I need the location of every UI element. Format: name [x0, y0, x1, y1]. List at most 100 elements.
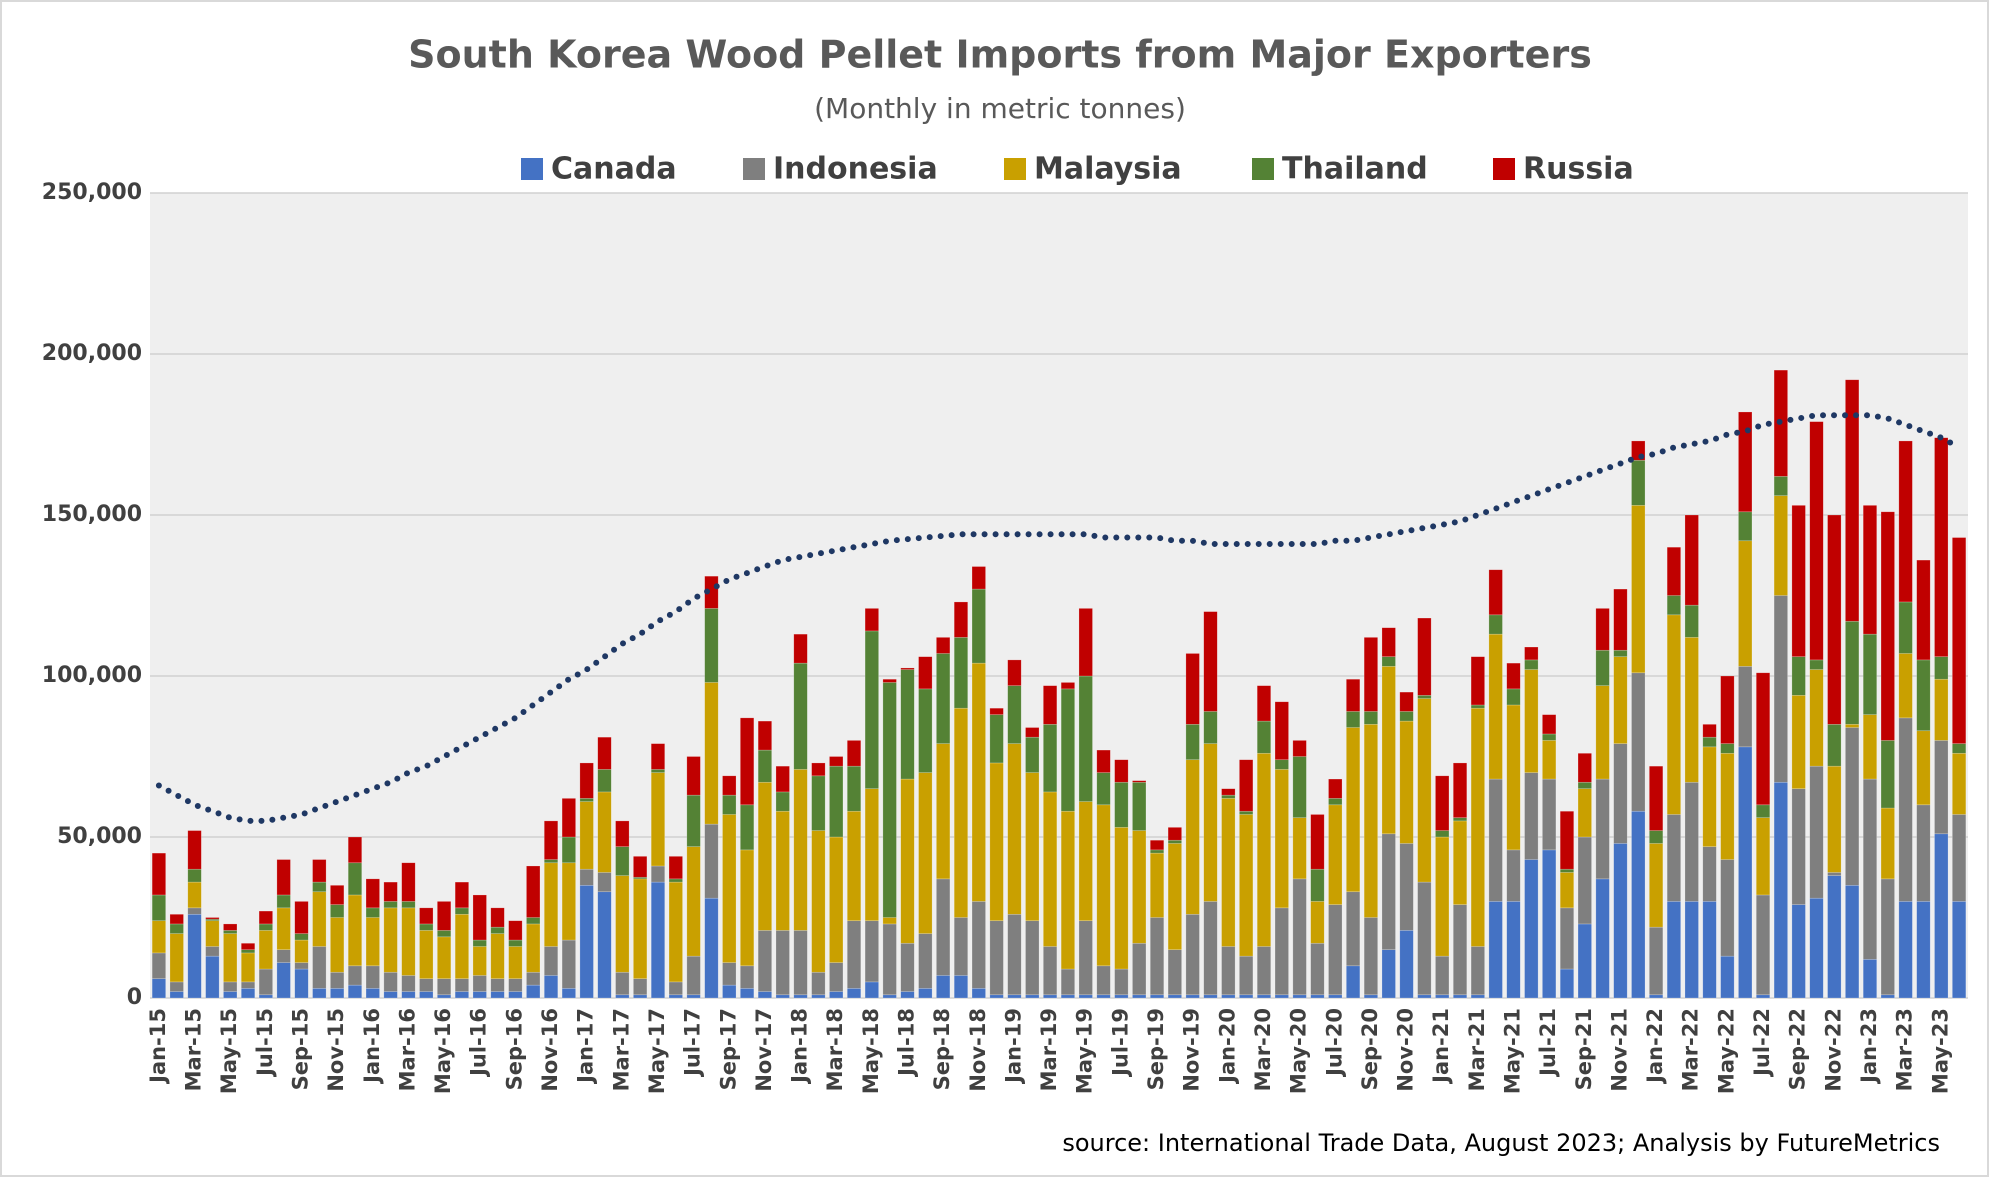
- bar-segment: [205, 917, 220, 920]
- bar-segment: [775, 810, 790, 931]
- bar-segment: [1470, 994, 1485, 999]
- bar-segment: [543, 820, 559, 860]
- bar-segment: [330, 917, 345, 973]
- x-tick-label: Jan-18: [788, 1008, 812, 1085]
- bar-segment: [1149, 849, 1165, 854]
- bar-segment: [330, 884, 345, 905]
- bar-segment: [650, 881, 666, 999]
- bar-segment: [740, 804, 755, 851]
- bar-segment: [846, 920, 862, 989]
- bar-segment: [1720, 675, 1735, 744]
- bar-segment: [597, 736, 612, 770]
- bar-segment: [971, 662, 986, 902]
- bar-segment: [419, 907, 434, 925]
- bar-segment: [1684, 781, 1699, 902]
- bar-segment: [1755, 994, 1771, 999]
- bar-segment: [971, 901, 986, 989]
- bar-segment: [151, 852, 166, 896]
- bar-segment: [401, 991, 416, 999]
- x-tick-label: May-16: [431, 1008, 455, 1094]
- bar-segment: [1773, 595, 1788, 783]
- bar-segment: [1363, 917, 1378, 996]
- bar-segment: [1666, 546, 1681, 596]
- x-tick-label: Sep-22: [1786, 1008, 1810, 1090]
- bar-segment: [989, 762, 1004, 922]
- bar-segment: [1007, 913, 1022, 996]
- bar-segment: [740, 988, 755, 999]
- bar-segment: [1470, 946, 1485, 996]
- bar-segment: [757, 720, 772, 751]
- bar-segment: [1720, 752, 1735, 860]
- bar-segment: [1827, 875, 1842, 999]
- bar-segment: [1649, 994, 1664, 999]
- bar-segment: [1381, 949, 1396, 999]
- bar-segment: [1328, 778, 1343, 799]
- bar-segment: [543, 859, 559, 864]
- x-tick-label: Mar-21: [1465, 1008, 1489, 1091]
- bar-segment: [1862, 959, 1878, 999]
- bar-segment: [1256, 946, 1272, 996]
- bar-segment: [1096, 772, 1111, 806]
- x-tick-label: Jan-17: [574, 1008, 598, 1085]
- legend-swatch: [1004, 158, 1026, 180]
- bar-segment: [365, 907, 380, 918]
- bar-segment: [437, 901, 452, 931]
- bar-segment: [1417, 695, 1432, 699]
- bar-segment: [829, 962, 844, 992]
- bar-segment: [526, 865, 541, 918]
- bar-segment: [1791, 505, 1806, 657]
- bar-segment: [1809, 765, 1824, 899]
- bar-segment: [1506, 849, 1521, 902]
- bar-segment: [1702, 723, 1717, 738]
- bar-segment: [294, 939, 309, 963]
- bar-segment: [526, 971, 541, 986]
- bar-segment: [1666, 901, 1681, 999]
- bar-segment: [1078, 994, 1093, 999]
- bar-segment: [258, 930, 273, 970]
- bar-segment: [1702, 746, 1717, 847]
- bar-segment: [1292, 817, 1307, 880]
- bar-segment: [1559, 968, 1575, 999]
- bar-segment: [258, 910, 273, 925]
- bar-segment: [1292, 878, 1307, 996]
- bar-segment: [490, 907, 505, 928]
- bar-segment: [1239, 814, 1254, 957]
- bar-segment: [1542, 733, 1557, 741]
- legend-label: Malaysia: [1034, 152, 1182, 187]
- bar-segment: [1827, 872, 1842, 876]
- x-tick-label: Nov-15: [324, 1008, 348, 1092]
- bar-segment: [1542, 740, 1557, 780]
- bar-segment: [1328, 804, 1343, 905]
- bar-segment: [401, 862, 416, 902]
- bar-segment: [1845, 379, 1860, 622]
- bar-segment: [1274, 701, 1289, 761]
- bar-segment: [1934, 656, 1949, 680]
- bar-segment: [1239, 955, 1254, 996]
- bar-segment: [151, 952, 166, 979]
- bar-segment: [740, 849, 755, 967]
- bar-segment: [508, 946, 523, 979]
- bar-segment: [1684, 901, 1699, 999]
- bar-segment: [1649, 830, 1664, 844]
- bar-segment: [704, 897, 719, 999]
- bar-segment: [1577, 752, 1592, 783]
- bar-segment: [1007, 659, 1022, 686]
- bar-segment: [1167, 949, 1182, 996]
- bar-segment: [1613, 743, 1628, 844]
- bar-segment: [918, 988, 933, 999]
- bar-segment: [1256, 720, 1272, 754]
- bar-segment: [1827, 723, 1842, 767]
- bar-segment: [1292, 740, 1307, 757]
- bar-segment: [775, 765, 790, 793]
- bar-segment: [989, 920, 1004, 996]
- bar-segment: [240, 952, 256, 983]
- bar-segment: [1952, 537, 1967, 744]
- bar-segment: [151, 894, 166, 922]
- bar-segment: [1880, 807, 1895, 880]
- bar-segment: [793, 633, 808, 664]
- y-tick-label: 100,000: [42, 663, 142, 688]
- bar-segment: [1185, 994, 1200, 999]
- bar-segment: [704, 823, 719, 899]
- bar-segment: [1346, 711, 1361, 728]
